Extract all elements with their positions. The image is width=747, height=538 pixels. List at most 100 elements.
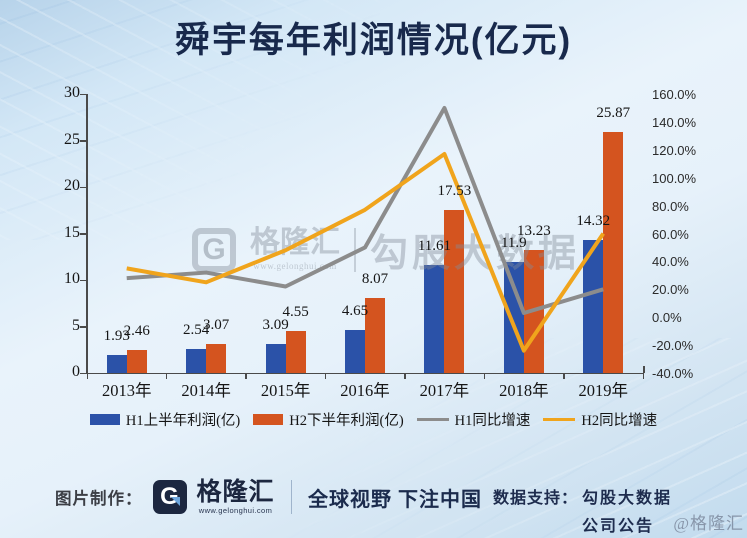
left-axis-tick	[80, 372, 86, 374]
x-axis-category-label: 2014年	[181, 381, 231, 400]
x-axis-category-label: 2019年	[578, 381, 629, 400]
legend-item-h2-growth: H2同比增速	[543, 409, 657, 430]
x-axis-tick	[642, 374, 644, 379]
line-h1-growth	[126, 105, 604, 316]
bar-h2	[126, 350, 147, 373]
right-axis-tick-label: 20.0%	[652, 282, 689, 298]
right-axis-tick-label: 100.0%	[652, 170, 697, 186]
gelonghui-logo-icon: G	[192, 227, 236, 272]
brand-wrap: 格隆汇 www.gelonghui.com	[197, 480, 275, 515]
x-axis-tick	[563, 374, 565, 379]
x-axis-tick	[324, 374, 327, 379]
legend-label: H2下半年利润(亿)	[289, 413, 404, 429]
x-axis-category-label: 2016年	[340, 381, 390, 400]
x-axis-tick	[404, 374, 406, 379]
legend-label: H2同比增速	[581, 413, 658, 429]
bar-h2	[603, 132, 624, 373]
center-watermark-brand-wrap: 格隆汇 www.gelonghui.com	[250, 228, 340, 271]
data-support-lines: 勾股大数据 公司公告	[582, 484, 672, 536]
right-axis-tick-label: 160.0%	[652, 87, 697, 102]
logo-triangle-accent	[170, 497, 180, 507]
left-axis-tick-label: 0	[72, 363, 80, 380]
bar-h1	[503, 262, 524, 373]
footer-left: 图片制作： G 格隆汇 www.gelonghui.com 全球视野 下注中国	[55, 480, 482, 515]
left-axis-tick-label: 15	[64, 223, 80, 241]
brand-slogan: 全球视野 下注中国	[308, 488, 483, 511]
legend-label: H1上半年利润(亿)	[125, 413, 241, 429]
right-axis-tick-label: 120.0%	[652, 142, 697, 158]
bar-h2	[206, 344, 227, 373]
bar-label-h2: 4.55	[282, 303, 309, 320]
legend-item-h1-profit: H1上半年利润(亿)	[89, 409, 241, 430]
left-axis-tick-label: 10	[64, 270, 80, 287]
legend-bar-swatch-icon	[89, 414, 120, 425]
bar-label-h2: 13.23	[516, 222, 551, 239]
corner-watermark: @格隆汇	[673, 514, 744, 533]
bar-label-h1: 3.09	[262, 317, 289, 334]
legend-item-h2-profit: H2下半年利润(亿)	[253, 409, 404, 430]
bar-h2	[444, 209, 465, 373]
brand-url: www.gelonghui.com	[198, 506, 273, 515]
left-axis-line	[86, 94, 88, 374]
legend-label: H1同比增速	[454, 413, 531, 429]
bar-label-h2: 25.87	[596, 105, 631, 122]
data-support-label: 数据支持：	[493, 490, 579, 507]
bar-label-h1: 1.93	[103, 328, 130, 345]
legend-bar-swatch-icon	[253, 414, 284, 425]
left-axis-tick-label: 25	[64, 130, 80, 148]
bar-h2	[285, 330, 306, 373]
data-support-source-1: 勾股大数据	[582, 490, 673, 507]
right-axis-tick-label: 40.0%	[652, 254, 689, 270]
center-watermark-url: www.gelonghui.com	[253, 261, 337, 271]
bar-label-h1: 2.54	[183, 322, 210, 339]
bar-h1	[345, 329, 365, 373]
bar-h1	[265, 344, 286, 373]
bar-label-h1: 4.65	[341, 302, 369, 319]
x-axis-category-label: 2015年	[260, 381, 311, 400]
footer-right: 数据支持： 勾股大数据 公司公告	[493, 484, 672, 536]
x-axis-tick	[165, 374, 168, 379]
left-axis-tick	[80, 186, 86, 188]
bar-h1	[583, 239, 604, 373]
chart-title: 舜宇每年利润情况(亿元)	[174, 21, 573, 60]
bar-h2	[365, 297, 385, 373]
bar-label-h2: 8.07	[361, 270, 389, 287]
center-watermark-text: 勾股大数据	[370, 233, 581, 275]
brand-name: 格隆汇	[196, 479, 275, 506]
bar-h1	[106, 355, 127, 373]
data-support-source-2: 公司公告	[582, 518, 655, 535]
center-watermark-brand: 格隆汇	[250, 226, 340, 259]
footer-divider	[290, 480, 293, 515]
left-axis-tick	[80, 93, 86, 95]
bar-h1	[424, 265, 445, 373]
x-axis-line	[86, 372, 644, 374]
gelonghui-logo-icon: G	[152, 480, 187, 515]
bar-label-h1: 11.61	[417, 238, 452, 255]
left-axis-tick-label: 20	[64, 177, 80, 194]
center-watermark: G 格隆汇 www.gelonghui.com 勾股大数据	[192, 222, 580, 277]
right-axis-tick-label: 80.0%	[652, 198, 689, 214]
line-h2-growth	[126, 151, 605, 353]
profit-chart: G 格隆汇 www.gelonghui.com 勾股大数据 1.93 2.54 3.…	[0, 84, 747, 430]
x-axis-tick	[483, 374, 486, 379]
left-axis-tick	[80, 279, 86, 281]
right-axis-tick-label: -40.0%	[652, 366, 694, 381]
footer: 图片制作： G 格隆汇 www.gelonghui.com 全球视野 下注中国 …	[0, 470, 747, 538]
plot-area: G 格隆汇 www.gelonghui.com 勾股大数据 1.93 2.54 3.…	[87, 94, 643, 373]
x-axis-category-label: 2017年	[419, 381, 470, 400]
legend-line-swatch-icon	[543, 417, 576, 422]
legend-item-h1-growth: H1同比增速	[416, 409, 531, 430]
made-by-label: 图片制作：	[55, 489, 143, 509]
growth-lines	[126, 105, 605, 353]
legend-line-swatch-icon	[416, 417, 449, 422]
center-watermark-divider	[354, 227, 356, 272]
x-axis-category-label: 2013年	[101, 381, 152, 400]
left-axis-tick	[80, 140, 86, 142]
right-axis-tick-label: 60.0%	[652, 226, 689, 242]
legend: H1上半年利润(亿) H2下半年利润(亿) H1同比增速 H2同比增速	[0, 409, 747, 430]
left-axis-tick-label: 5	[72, 316, 80, 334]
left-axis-tick	[80, 326, 86, 328]
x-axis-end-tick	[643, 366, 645, 373]
right-axis-tick-label: 0.0%	[652, 310, 682, 326]
